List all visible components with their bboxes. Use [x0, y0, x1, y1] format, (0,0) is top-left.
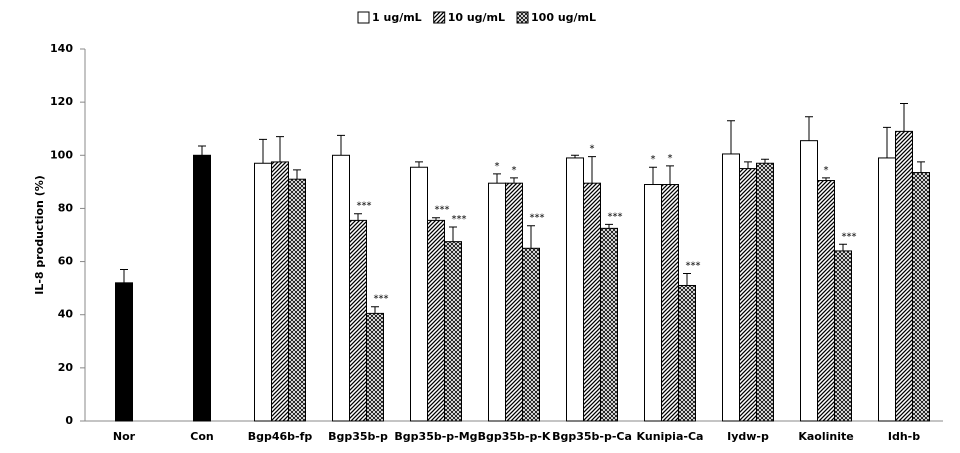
error-bar [493, 173, 501, 184]
bar [505, 182, 523, 422]
error-bar [571, 154, 579, 158]
significance: * [512, 165, 517, 176]
x-tick-label: Bgp46b-fp [248, 430, 313, 443]
y-tick-label: 40 [58, 308, 74, 321]
y-axis-label: IL-8 production (%) [33, 175, 46, 295]
bar [366, 312, 384, 422]
error-bar [822, 177, 830, 181]
bar [661, 184, 679, 422]
error-bar [337, 134, 345, 156]
bar [115, 282, 133, 422]
bar [817, 180, 835, 422]
significance: *** [686, 261, 701, 272]
error-bar [354, 213, 362, 221]
legend-swatch [357, 11, 370, 24]
error-bar [727, 120, 735, 154]
x-tick-label: Idh-b [888, 430, 920, 443]
significance: * [495, 161, 500, 172]
significance: *** [530, 213, 545, 224]
bar [349, 219, 367, 422]
legend-label: 100 ug/mL [531, 11, 596, 24]
bar [271, 161, 289, 422]
y-tick-label: 120 [50, 95, 73, 108]
bar [332, 154, 350, 422]
error-bar [883, 126, 891, 158]
y-tick-label: 80 [58, 201, 74, 214]
error-bar [917, 161, 925, 173]
error-bar [744, 161, 752, 169]
bar [488, 182, 506, 422]
x-tick-label: Bgp35b-p-Ca [552, 430, 632, 443]
bar [756, 162, 774, 422]
error-bar [510, 177, 518, 184]
y-tick-label: 140 [50, 42, 73, 55]
y-tick-label: 0 [65, 414, 73, 427]
error-bar [649, 166, 657, 185]
significance: *** [357, 201, 372, 212]
x-tick-label: Bgp35b-p [328, 430, 388, 443]
significance: * [651, 154, 656, 165]
legend-label: 1 ug/mL [372, 11, 422, 24]
bar [722, 153, 740, 422]
significance: * [590, 144, 595, 155]
bar [193, 154, 211, 422]
bar [254, 162, 272, 422]
legend-swatch [516, 11, 529, 24]
error-bar [527, 225, 535, 249]
x-tick-label: Kunipia-Ca [637, 430, 704, 443]
significance: *** [435, 205, 450, 216]
bar [895, 130, 913, 422]
bar [644, 184, 662, 422]
error-bar [276, 136, 284, 162]
x-tick-label: Iydw-p [727, 430, 769, 443]
legend-swatch [433, 11, 446, 24]
bar [288, 178, 306, 422]
significance: *** [608, 211, 623, 222]
error-bar [449, 226, 457, 242]
bar [522, 247, 540, 422]
significance: *** [842, 231, 857, 242]
bar [583, 182, 601, 422]
bar [600, 227, 618, 422]
error-bar [605, 223, 613, 229]
x-tick-label: Con [190, 430, 213, 443]
significance: * [668, 153, 673, 164]
x-tick-label: Kaolinite [798, 430, 853, 443]
error-bar [839, 243, 847, 251]
y-tick-label: 100 [50, 148, 73, 161]
error-bar [371, 306, 379, 314]
y-tick-label: 60 [58, 255, 74, 268]
error-bar [761, 158, 769, 164]
bar [410, 166, 428, 422]
x-tick-label: Nor [113, 430, 136, 443]
error-bar [683, 273, 691, 286]
bar [834, 250, 852, 422]
y-tick-label: 20 [58, 361, 74, 374]
error-bar [805, 116, 813, 141]
legend-label: 10 ug/mL [448, 11, 505, 24]
bar [678, 284, 696, 422]
bar [878, 157, 896, 422]
significance: *** [452, 214, 467, 225]
x-tick-label: Bgp35b-p-Mg [394, 430, 477, 443]
error-bar [293, 169, 301, 180]
error-bar [588, 156, 596, 184]
error-bar [666, 165, 674, 185]
bar [739, 168, 757, 422]
error-bar [432, 217, 440, 221]
error-bar [900, 102, 908, 132]
bar [566, 157, 584, 422]
x-tick-label: Bgp35b-p-K [478, 430, 551, 443]
error-bar [259, 138, 267, 164]
bar [427, 219, 445, 422]
bar [912, 172, 930, 422]
bar [444, 241, 462, 422]
error-bar [120, 269, 128, 283]
bar [800, 140, 818, 422]
significance: *** [374, 294, 389, 305]
significance: * [824, 165, 829, 176]
error-bar [198, 145, 206, 156]
error-bar [415, 161, 423, 168]
